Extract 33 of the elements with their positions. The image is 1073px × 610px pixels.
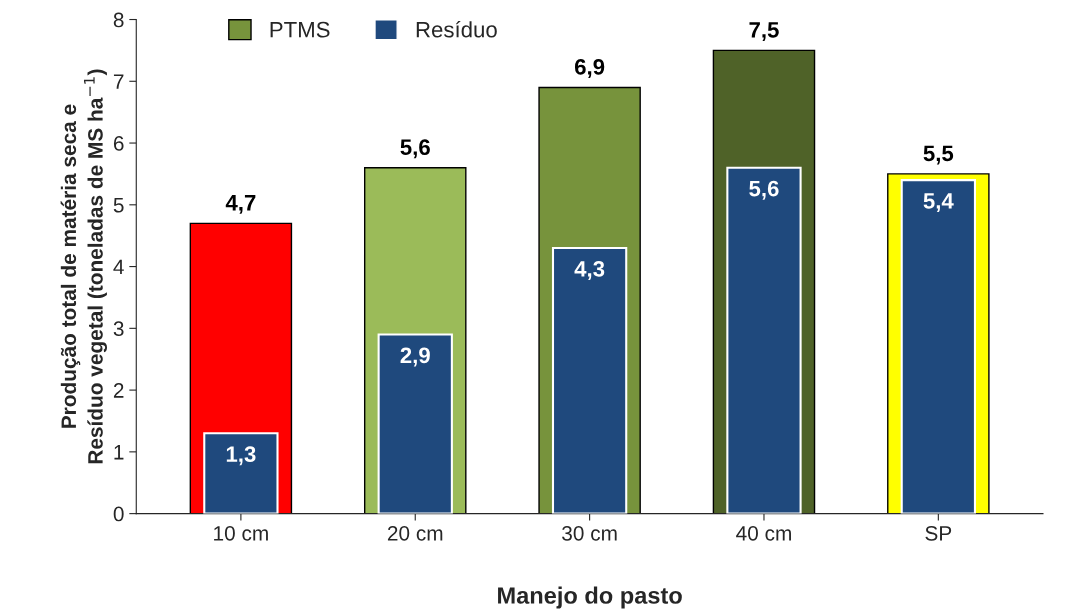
x-axis-title: Manejo do pasto [498, 586, 682, 609]
data-label: 2,9 [400, 347, 430, 367]
y-tick-label: 4 [113, 259, 124, 275]
y-tick-label: 2 [113, 383, 124, 398]
y-tick-label: 0 [113, 506, 124, 522]
data-label: 5,5 [923, 145, 954, 165]
x-tick-label: SP [925, 525, 952, 541]
data-label: 7,5 [749, 22, 779, 41]
legend-label: Resíduo [416, 20, 497, 38]
y-tick-label: 3 [113, 321, 124, 337]
data-label: 4,3 [574, 260, 605, 280]
y-tick-label: 8 [113, 12, 124, 28]
data-label: 5,6 [400, 139, 430, 159]
bar [377, 333, 453, 514]
bar [726, 166, 802, 514]
bar [203, 432, 279, 514]
data-label: 4,7 [225, 195, 256, 214]
y-tick-label: 6 [113, 136, 124, 151]
y-tick-label: 1 [114, 445, 124, 460]
bar [551, 247, 628, 514]
legend-label: PTMS [270, 21, 330, 38]
y-axis-title: Produção total de matéria seca e Resíduo vegetal (toneladas de MS ha$^{−1}$) [60, 69, 108, 464]
x-tick-label: 30 cm [562, 525, 617, 541]
bar [900, 179, 976, 514]
x-tick-label: 40 cm [736, 525, 791, 541]
x-tick-label: 20 cm [387, 525, 443, 541]
data-label: 6,9 [574, 59, 605, 78]
data-label: 5,6 [749, 180, 779, 200]
y-tick-label: 7 [113, 74, 124, 89]
y-tick-label: 5 [113, 198, 124, 213]
data-label: 1,3 [226, 446, 256, 466]
x-tick-label: 10 cm [214, 525, 268, 541]
data-label: 5,4 [923, 193, 954, 212]
